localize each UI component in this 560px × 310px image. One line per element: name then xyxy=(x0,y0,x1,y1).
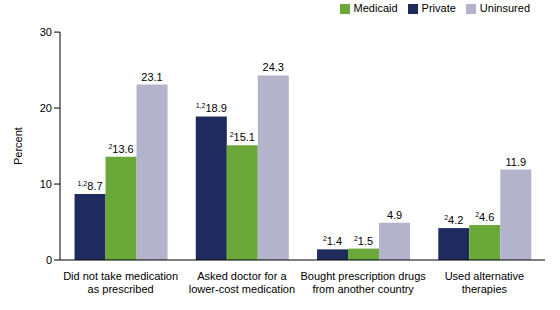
svg-text:1,28.7: 1,28.7 xyxy=(78,180,103,192)
svg-text:4.9: 4.9 xyxy=(387,209,402,221)
svg-text:0: 0 xyxy=(46,254,52,266)
svg-text:24.6: 24.6 xyxy=(475,211,494,223)
svg-text:Bought prescription drugsfrom: Bought prescription drugsfrom another co… xyxy=(300,270,426,295)
svg-text:21.4: 21.4 xyxy=(323,235,342,247)
svg-text:30: 30 xyxy=(40,26,52,38)
svg-text:Asked doctor for alower-cost m: Asked doctor for alower-cost medication xyxy=(189,270,295,295)
svg-text:Did not take medicationas pres: Did not take medicationas prescribed xyxy=(63,270,178,295)
svg-text:Percent: Percent xyxy=(12,127,24,165)
svg-text:1,218.9: 1,218.9 xyxy=(196,102,227,114)
svg-text:23.1: 23.1 xyxy=(141,71,162,83)
svg-text:24.2: 24.2 xyxy=(444,214,463,226)
svg-text:Used alternativetherapies: Used alternativetherapies xyxy=(445,270,525,295)
svg-text:213.6: 213.6 xyxy=(108,143,133,155)
svg-text:10: 10 xyxy=(40,178,52,190)
svg-text:24.3: 24.3 xyxy=(263,61,284,73)
svg-text:21.5: 21.5 xyxy=(354,235,373,247)
svg-text:11.9: 11.9 xyxy=(506,156,527,168)
svg-text:20: 20 xyxy=(40,102,52,114)
html-text:Private: Private xyxy=(421,2,456,14)
svg-text:215.1: 215.1 xyxy=(230,131,255,143)
html-text:Uninsured: Uninsured xyxy=(479,2,530,14)
html-text:Medicaid: Medicaid xyxy=(353,2,398,14)
